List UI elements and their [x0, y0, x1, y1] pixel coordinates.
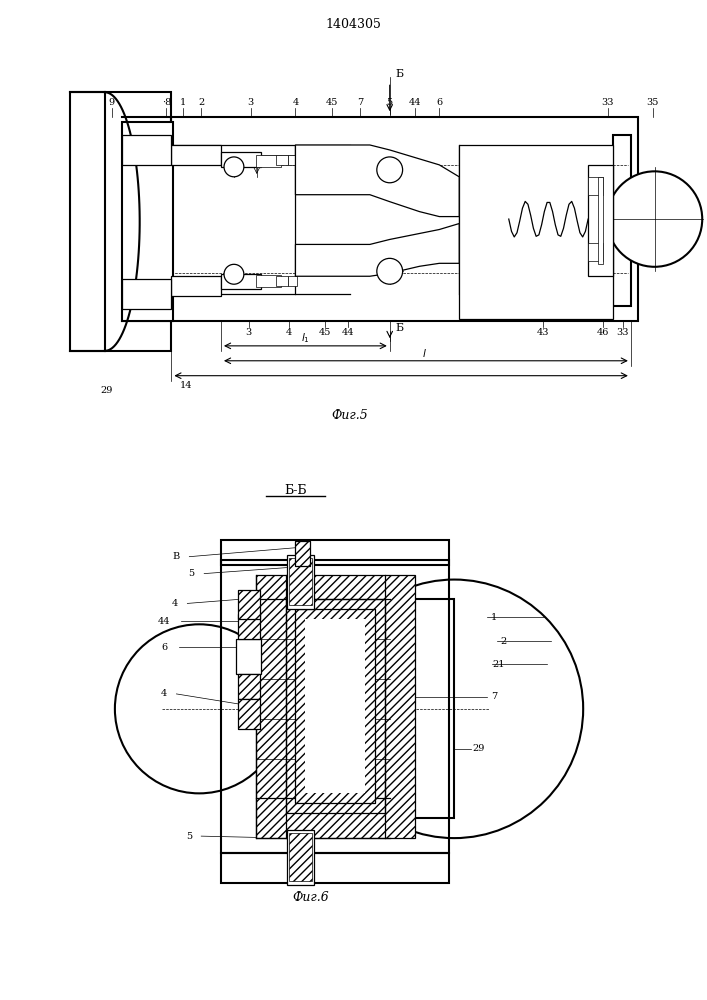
- Bar: [588, 165, 613, 276]
- Text: ─В: ─В: [465, 219, 477, 228]
- Text: $l_1$: $l_1$: [301, 331, 310, 345]
- Text: Б-Б: Б-Б: [284, 484, 307, 497]
- Bar: [221, 560, 449, 853]
- Text: 5: 5: [186, 832, 192, 841]
- Bar: [238, 674, 259, 699]
- Circle shape: [325, 580, 583, 838]
- Text: 45: 45: [319, 328, 332, 337]
- Text: 9: 9: [109, 98, 115, 107]
- Bar: [613, 135, 631, 306]
- Bar: [171, 117, 638, 321]
- Text: 46: 46: [597, 328, 609, 337]
- Bar: [288, 833, 312, 881]
- Bar: [256, 575, 414, 838]
- Text: 3: 3: [247, 98, 254, 107]
- Bar: [171, 276, 221, 296]
- Circle shape: [224, 264, 244, 284]
- Bar: [286, 830, 315, 885]
- Bar: [296, 541, 310, 566]
- Bar: [221, 540, 449, 565]
- Bar: [296, 609, 375, 803]
- Polygon shape: [296, 224, 459, 276]
- Bar: [70, 92, 171, 351]
- Text: 5: 5: [387, 98, 393, 107]
- Bar: [288, 155, 298, 165]
- Text: 1: 1: [491, 613, 497, 622]
- Text: 4: 4: [286, 328, 292, 337]
- Bar: [122, 135, 171, 165]
- Text: Фиг.6: Фиг.6: [292, 891, 329, 904]
- Bar: [286, 599, 385, 813]
- Text: 1404305: 1404305: [325, 18, 381, 31]
- Bar: [238, 699, 259, 729]
- Bar: [296, 609, 375, 803]
- Text: Фиг.5: Фиг.5: [332, 409, 368, 422]
- Text: Б: Б: [396, 69, 404, 79]
- Text: 4: 4: [171, 599, 177, 608]
- Text: 6: 6: [436, 98, 443, 107]
- Text: $l$: $l$: [422, 347, 427, 359]
- Text: 43: 43: [537, 328, 550, 337]
- Text: 14: 14: [180, 381, 192, 390]
- Bar: [305, 619, 365, 793]
- Bar: [286, 555, 315, 609]
- Bar: [221, 853, 449, 883]
- Bar: [238, 614, 259, 639]
- Bar: [276, 276, 288, 286]
- Text: 35: 35: [646, 98, 659, 107]
- Text: 7: 7: [491, 692, 497, 701]
- Text: ·8: ·8: [162, 98, 171, 107]
- Text: 3: 3: [246, 328, 252, 337]
- Bar: [221, 274, 261, 289]
- Bar: [288, 276, 298, 286]
- Bar: [122, 279, 171, 309]
- Bar: [276, 155, 288, 165]
- Bar: [171, 145, 221, 165]
- Text: 21: 21: [493, 660, 505, 669]
- Bar: [122, 122, 173, 321]
- Bar: [238, 674, 259, 699]
- Text: С: С: [252, 157, 258, 166]
- Text: 29: 29: [473, 744, 485, 753]
- Bar: [236, 639, 261, 674]
- Text: Б: Б: [396, 323, 404, 333]
- Bar: [459, 145, 613, 319]
- Text: 5: 5: [188, 569, 194, 578]
- Bar: [588, 243, 603, 261]
- Bar: [221, 152, 261, 167]
- Bar: [256, 155, 281, 167]
- Bar: [238, 614, 259, 639]
- Text: 44: 44: [341, 328, 354, 337]
- Text: 1: 1: [180, 98, 187, 107]
- Circle shape: [377, 258, 402, 284]
- Text: В: В: [173, 552, 180, 561]
- Text: 2: 2: [501, 637, 507, 646]
- Text: 4: 4: [160, 689, 167, 698]
- Text: 7: 7: [357, 98, 363, 107]
- Bar: [256, 275, 281, 287]
- Text: 4: 4: [292, 98, 298, 107]
- Bar: [588, 177, 603, 195]
- Text: 33: 33: [602, 98, 614, 107]
- Text: 45: 45: [326, 98, 339, 107]
- Bar: [296, 541, 310, 566]
- Text: 44: 44: [158, 617, 171, 626]
- Bar: [238, 699, 259, 729]
- Bar: [238, 589, 259, 619]
- Text: 44: 44: [408, 98, 421, 107]
- Circle shape: [377, 157, 402, 183]
- Text: 6: 6: [161, 643, 168, 652]
- Bar: [390, 599, 454, 818]
- Polygon shape: [296, 145, 459, 217]
- Text: 33: 33: [617, 328, 629, 337]
- Circle shape: [224, 157, 244, 177]
- Text: 29: 29: [101, 386, 113, 395]
- Bar: [598, 177, 603, 264]
- Bar: [286, 599, 385, 813]
- Circle shape: [607, 171, 702, 267]
- Bar: [238, 589, 259, 619]
- Bar: [288, 558, 312, 605]
- Text: 2: 2: [198, 98, 204, 107]
- Circle shape: [115, 624, 284, 793]
